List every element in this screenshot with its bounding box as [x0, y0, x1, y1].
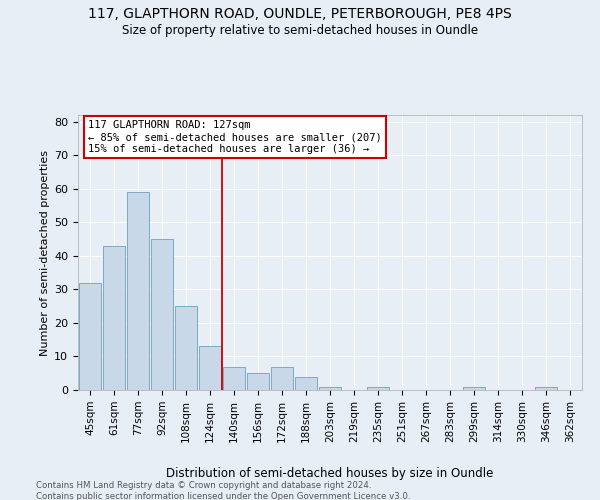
- Text: Distribution of semi-detached houses by size in Oundle: Distribution of semi-detached houses by …: [166, 468, 494, 480]
- Text: Contains HM Land Registry data © Crown copyright and database right 2024.: Contains HM Land Registry data © Crown c…: [36, 481, 371, 490]
- Text: Size of property relative to semi-detached houses in Oundle: Size of property relative to semi-detach…: [122, 24, 478, 37]
- Bar: [127, 192, 149, 390]
- Bar: [295, 376, 317, 390]
- Text: 117 GLAPTHORN ROAD: 127sqm
← 85% of semi-detached houses are smaller (207)
15% o: 117 GLAPTHORN ROAD: 127sqm ← 85% of semi…: [88, 120, 382, 154]
- Bar: [535, 386, 557, 390]
- Text: Contains public sector information licensed under the Open Government Licence v3: Contains public sector information licen…: [36, 492, 410, 500]
- Bar: [247, 373, 269, 390]
- Bar: [271, 366, 293, 390]
- Bar: [463, 386, 485, 390]
- Bar: [199, 346, 221, 390]
- Bar: [103, 246, 125, 390]
- Bar: [151, 239, 173, 390]
- Y-axis label: Number of semi-detached properties: Number of semi-detached properties: [40, 150, 50, 356]
- Bar: [223, 366, 245, 390]
- Text: 117, GLAPTHORN ROAD, OUNDLE, PETERBOROUGH, PE8 4PS: 117, GLAPTHORN ROAD, OUNDLE, PETERBOROUG…: [88, 8, 512, 22]
- Bar: [319, 386, 341, 390]
- Bar: [175, 306, 197, 390]
- Bar: [79, 282, 101, 390]
- Bar: [367, 386, 389, 390]
